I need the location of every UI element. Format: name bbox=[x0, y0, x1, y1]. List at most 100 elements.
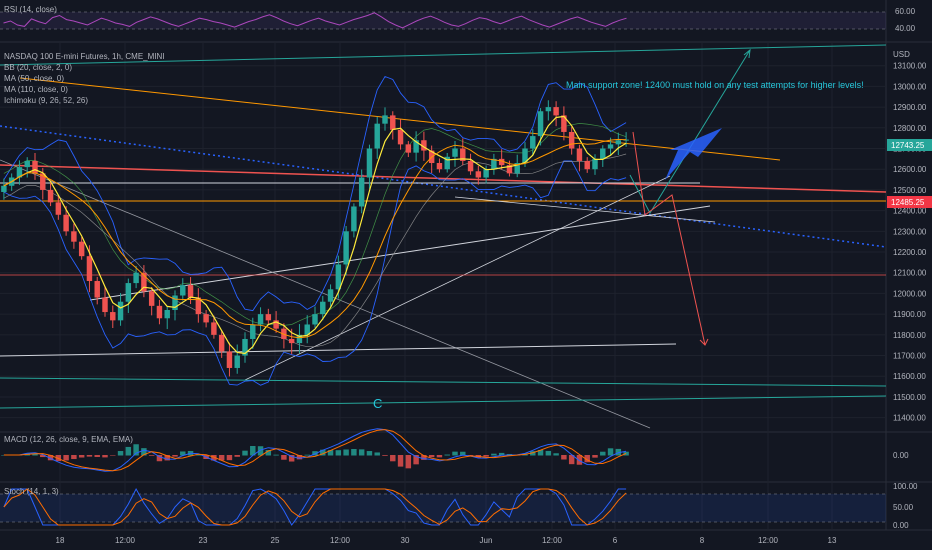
indicator-bb: BB (20, close, 2, 0) bbox=[4, 63, 72, 72]
candle-body bbox=[16, 167, 23, 178]
orange-trendline bbox=[19, 77, 781, 161]
ma110-line bbox=[3, 138, 627, 339]
candle-body bbox=[110, 312, 116, 321]
stoch-level-100: 100.00 bbox=[893, 482, 918, 491]
candle-body bbox=[141, 272, 147, 292]
candle-body bbox=[273, 320, 279, 329]
bearish-projection-path bbox=[632, 131, 706, 346]
macd-bar bbox=[273, 454, 279, 456]
macd-bar bbox=[172, 455, 178, 457]
macd-bar bbox=[553, 453, 559, 456]
candle-body bbox=[187, 285, 194, 298]
candle-body bbox=[600, 148, 606, 159]
macd-bar bbox=[211, 455, 217, 461]
macd-bar bbox=[110, 455, 116, 456]
bollinger-upper-band bbox=[3, 75, 627, 312]
candle-body bbox=[24, 160, 30, 168]
level-tag-bg bbox=[887, 196, 932, 208]
candle-body bbox=[242, 338, 248, 356]
macd-bar bbox=[86, 455, 93, 457]
macd-bar bbox=[561, 455, 567, 460]
candle-body bbox=[133, 272, 139, 284]
time-axis: 18 12:00 23 25 12:00 30 Jun 12:00 6 8 12:00 13 bbox=[56, 536, 837, 545]
price-tick-label: 12200.00 bbox=[893, 248, 927, 257]
macd-bar bbox=[436, 455, 443, 458]
time-tick-label: 13 bbox=[828, 536, 837, 545]
candle-body bbox=[421, 140, 427, 151]
macd-bar bbox=[576, 455, 583, 465]
ma50-line bbox=[3, 115, 627, 355]
macd-bar bbox=[405, 455, 412, 469]
macd-bar bbox=[600, 451, 606, 456]
candle-body bbox=[250, 324, 256, 339]
candle-body bbox=[553, 107, 559, 116]
macd-bar bbox=[320, 449, 326, 456]
last-price-tag: 12743.25 bbox=[891, 141, 925, 150]
macd-level-0: 0.00 bbox=[893, 451, 909, 460]
candle-body bbox=[86, 256, 93, 282]
candle-body bbox=[592, 158, 598, 170]
rsi-title: RSI (14, close) bbox=[4, 5, 57, 14]
candle-body bbox=[413, 140, 419, 153]
currency-label: USD bbox=[893, 50, 910, 59]
candle-body bbox=[265, 314, 272, 321]
macd-bar bbox=[312, 451, 318, 456]
candle-body bbox=[94, 281, 100, 298]
price-tick-label: 13000.00 bbox=[893, 82, 927, 91]
macd-bar bbox=[351, 449, 357, 456]
candle-body bbox=[343, 231, 349, 265]
candle-body bbox=[436, 163, 443, 170]
candle-body bbox=[40, 173, 46, 190]
macd-bar bbox=[40, 455, 46, 458]
macd-bar bbox=[498, 452, 505, 456]
stoch-level-0: 0.00 bbox=[893, 521, 909, 530]
macd-bar bbox=[374, 452, 380, 456]
candle-body bbox=[156, 305, 163, 319]
macd-bar bbox=[156, 455, 163, 462]
candle-body bbox=[397, 129, 404, 145]
stoch-title: Stoch (14, 1, 3) bbox=[4, 487, 59, 496]
macd-bar bbox=[164, 455, 170, 461]
candle-body bbox=[530, 136, 536, 149]
candle-body bbox=[483, 169, 489, 178]
time-tick-label: 23 bbox=[199, 536, 208, 545]
macd-bar bbox=[288, 455, 295, 462]
candle-body bbox=[491, 158, 497, 170]
candle-body bbox=[226, 351, 233, 368]
macd-bar bbox=[148, 455, 155, 456]
white-rising-line bbox=[244, 175, 671, 381]
macd-bar bbox=[545, 450, 552, 456]
time-tick-label: 12:00 bbox=[330, 536, 351, 545]
macd-bar bbox=[71, 455, 77, 460]
candle-body bbox=[568, 131, 575, 149]
candle-body bbox=[218, 334, 225, 352]
price-tick-label: 13100.00 bbox=[893, 62, 927, 71]
macd-bar bbox=[180, 451, 186, 456]
candle-body bbox=[312, 314, 318, 325]
white-short-line bbox=[454, 196, 716, 223]
macd-bar bbox=[250, 446, 256, 456]
macd-bar bbox=[452, 451, 458, 456]
bearish-arrowhead bbox=[699, 338, 709, 346]
candle-body bbox=[304, 324, 310, 335]
projection-arrows bbox=[629, 48, 751, 346]
macd-bar bbox=[530, 451, 536, 456]
macd-bar bbox=[343, 449, 349, 456]
trendlines bbox=[0, 44, 887, 429]
time-tick-label: 30 bbox=[401, 536, 410, 545]
time-tick-label: 12:00 bbox=[542, 536, 563, 545]
macd-bar bbox=[491, 453, 497, 456]
candle-body bbox=[623, 139, 629, 141]
candle-body bbox=[452, 148, 458, 157]
macd-bar bbox=[63, 455, 69, 461]
candle-body bbox=[467, 160, 474, 172]
candle-body bbox=[498, 158, 505, 166]
macd-bar bbox=[335, 450, 342, 456]
indicator-ichimoku: Ichimoku (9, 26, 52, 26) bbox=[4, 96, 88, 105]
candle-body bbox=[172, 295, 178, 310]
time-tick-label: 18 bbox=[56, 536, 65, 545]
macd-bar bbox=[218, 455, 225, 461]
candle-body bbox=[351, 206, 357, 232]
channel-top-line bbox=[0, 44, 887, 66]
